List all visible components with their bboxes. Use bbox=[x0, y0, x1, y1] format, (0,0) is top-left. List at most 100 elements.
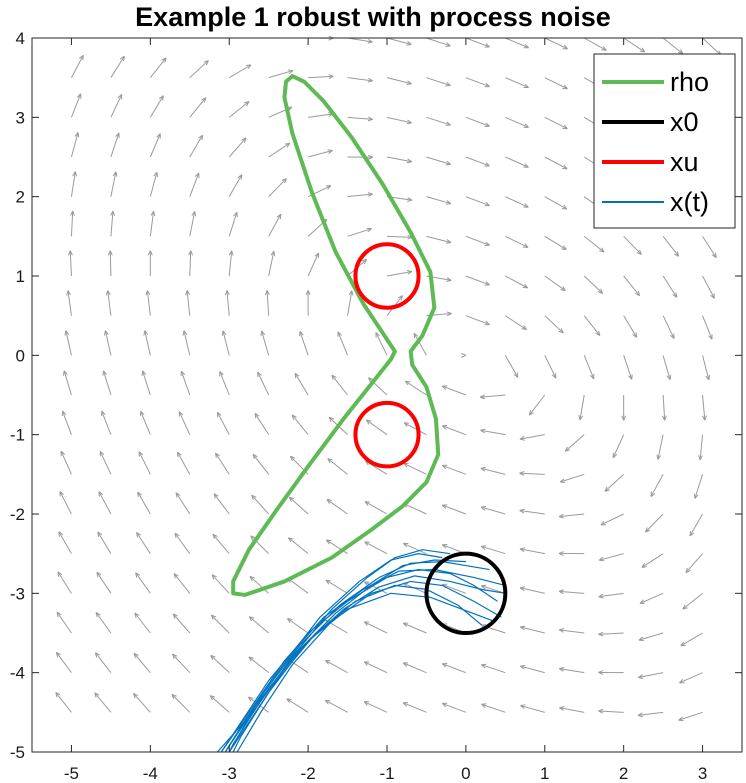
vector-arrow bbox=[99, 451, 112, 475]
vector-arrow bbox=[426, 156, 451, 165]
vector-arrowhead bbox=[685, 567, 691, 574]
vector-arrowhead bbox=[598, 708, 604, 714]
vector-arrow bbox=[544, 235, 567, 251]
vector-arrowhead bbox=[666, 374, 672, 381]
vector-arrowhead bbox=[363, 621, 370, 627]
vector-arrowhead bbox=[559, 478, 566, 483]
vector-arrowhead bbox=[523, 163, 529, 168]
vector-arrow bbox=[544, 116, 568, 130]
vector-arrowhead bbox=[604, 486, 610, 492]
vector-arrowhead bbox=[595, 330, 601, 337]
vector-arrow bbox=[465, 235, 490, 246]
vector-arrow bbox=[133, 693, 151, 713]
vector-arrow bbox=[505, 315, 527, 330]
y-tick-label: 1 bbox=[16, 267, 25, 286]
vector-arrowhead bbox=[639, 599, 645, 604]
vector-arrowhead bbox=[326, 498, 332, 504]
vector-arrowhead bbox=[250, 535, 256, 541]
vector-arrowhead bbox=[558, 551, 564, 556]
vector-arrow bbox=[505, 116, 529, 128]
x-tick-label: -3 bbox=[222, 764, 237, 783]
vector-arrow bbox=[623, 355, 633, 380]
vector-arrow bbox=[702, 275, 715, 299]
vector-arrow bbox=[365, 460, 388, 475]
vector-arrowhead bbox=[441, 385, 448, 390]
vector-arrowhead bbox=[244, 101, 250, 107]
vector-arrow bbox=[426, 196, 451, 205]
vector-arrow bbox=[178, 411, 191, 435]
vector-arrow bbox=[402, 662, 427, 674]
x-tick-label: -2 bbox=[301, 764, 316, 783]
vector-arrow bbox=[559, 513, 585, 518]
vector-arrowhead bbox=[445, 200, 452, 205]
vector-arrowhead bbox=[237, 174, 243, 180]
vector-arrowhead bbox=[325, 185, 332, 190]
vector-arrow bbox=[135, 572, 151, 594]
vector-arrow bbox=[261, 330, 270, 356]
y-tick-label: -4 bbox=[10, 664, 25, 683]
vector-arrow bbox=[62, 410, 72, 435]
vector-arrowhead bbox=[70, 210, 75, 216]
vector-arrowhead bbox=[96, 571, 102, 578]
vector-arrowhead bbox=[325, 579, 331, 585]
vector-arrow bbox=[101, 410, 112, 435]
vector-arrowhead bbox=[172, 653, 178, 660]
vector-arrowhead bbox=[598, 593, 604, 599]
vector-arrowhead bbox=[367, 192, 373, 197]
vector-arrowhead bbox=[601, 46, 607, 51]
vector-arrowhead bbox=[481, 663, 487, 669]
vector-arrowhead bbox=[287, 69, 294, 75]
vector-arrowhead bbox=[402, 702, 409, 707]
vector-arrowhead bbox=[74, 132, 80, 138]
vector-arrow bbox=[505, 196, 529, 208]
vector-arrow bbox=[403, 462, 427, 475]
vector-arrow bbox=[146, 290, 151, 316]
x-tick-label: 2 bbox=[619, 764, 628, 783]
vector-arrow bbox=[299, 331, 309, 356]
vector-arrowhead bbox=[287, 537, 294, 543]
vector-arrowhead bbox=[248, 616, 255, 622]
vector-arrow bbox=[286, 698, 309, 713]
vector-arrowhead bbox=[364, 541, 370, 547]
vector-arrowhead bbox=[328, 74, 334, 79]
vector-arrowhead bbox=[281, 178, 287, 184]
vector-arrowhead bbox=[68, 250, 73, 256]
vector-arrowhead bbox=[521, 325, 527, 331]
vector-arrow bbox=[70, 132, 79, 158]
vector-arrowhead bbox=[612, 452, 618, 459]
vector-arrow bbox=[465, 196, 490, 207]
series-group bbox=[216, 74, 508, 752]
vector-arrowhead bbox=[680, 641, 686, 647]
vector-arrow bbox=[480, 506, 506, 515]
vector-arrow bbox=[102, 370, 112, 396]
vector-arrow bbox=[481, 664, 506, 674]
x-tick-label: 0 bbox=[461, 764, 470, 783]
vector-arrowhead bbox=[134, 612, 140, 618]
vector-arrowhead bbox=[215, 452, 220, 459]
vector-arrow bbox=[480, 394, 506, 398]
vector-arrow bbox=[70, 210, 74, 237]
vector-arrow bbox=[308, 113, 334, 118]
vector-arrow bbox=[347, 77, 373, 82]
vector-arrow bbox=[171, 694, 191, 713]
vector-arrow bbox=[564, 434, 585, 452]
vector-arrowhead bbox=[161, 57, 167, 63]
vector-arrow bbox=[252, 454, 270, 475]
vector-arrowhead bbox=[246, 64, 252, 70]
vector-arrowhead bbox=[367, 77, 373, 83]
vector-arrow bbox=[623, 235, 642, 255]
vector-arrowhead bbox=[257, 371, 262, 378]
vector-arrow bbox=[544, 275, 566, 292]
vector-arrow bbox=[598, 710, 624, 713]
vector-arrow bbox=[559, 668, 585, 674]
vector-arrowhead bbox=[201, 97, 207, 103]
vector-arrow bbox=[637, 711, 664, 716]
vector-arrow bbox=[94, 652, 112, 673]
trajectory-line bbox=[220, 568, 506, 752]
vector-arrowhead bbox=[479, 394, 486, 400]
vector-arrow bbox=[268, 178, 287, 198]
vector-arrowhead bbox=[72, 171, 78, 177]
vector-arrowhead bbox=[210, 614, 217, 620]
vector-arrow bbox=[583, 355, 595, 380]
vector-arrowhead bbox=[564, 446, 571, 452]
